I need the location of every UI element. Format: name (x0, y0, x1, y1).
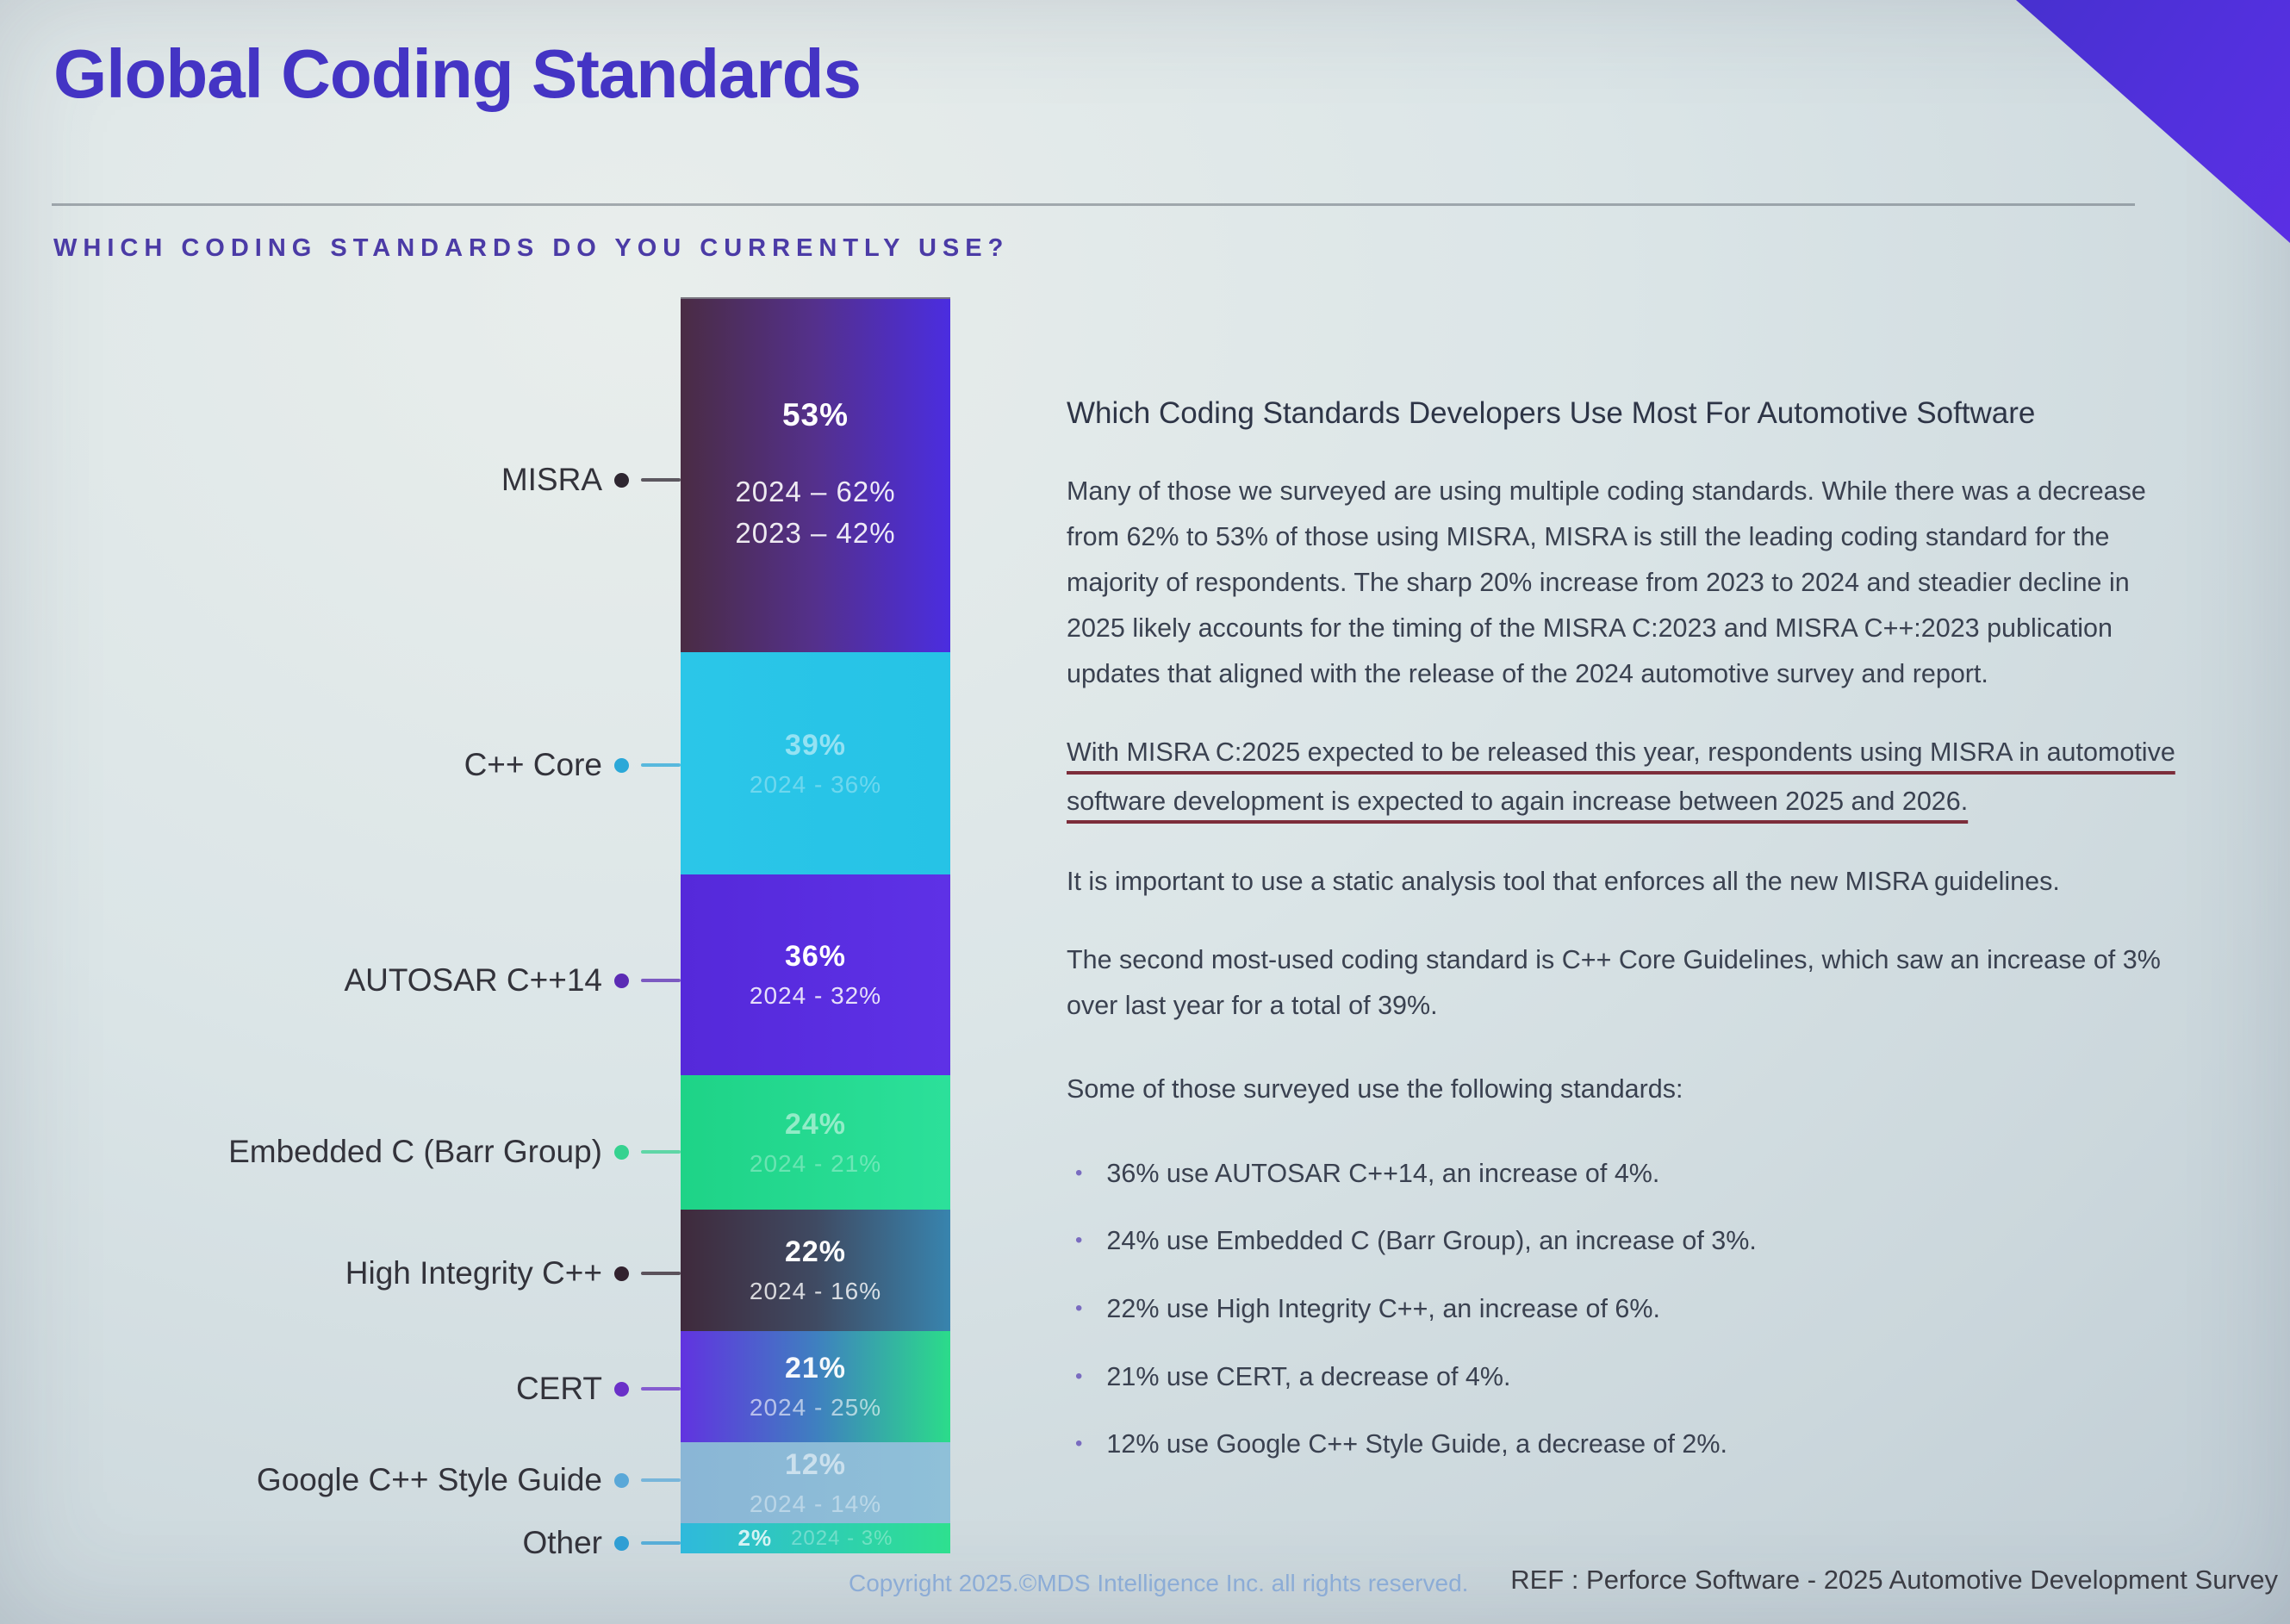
leader-line (641, 478, 681, 482)
segment-value: 21% (784, 1352, 847, 1384)
leader-line (641, 1272, 681, 1275)
footer-reference: REF : Perforce Software - 2025 Automotiv… (1510, 1565, 2278, 1595)
bullet-marker: • (1075, 1297, 1083, 1321)
bullet-text: 22% use High Integrity C++, an increase … (1106, 1294, 1660, 1324)
label-dot (614, 472, 629, 488)
bar-segment-autosar: 36% 2024 - 32% (681, 874, 950, 1075)
segment-prior-year-value: 2024 - 25% (749, 1394, 882, 1421)
category-label: Google C++ Style Guide (256, 1462, 602, 1497)
segment-prior-year-value: 2024 – 62% (735, 476, 896, 508)
category-label: Other (522, 1525, 602, 1560)
narrative-heading: Which Coding Standards Developers Use Mo… (1067, 396, 2036, 430)
label-dot (614, 973, 629, 988)
bar-segment-misra: 53% 2024 – 62% 2023 – 42% (681, 299, 950, 652)
bullet-item: • 22% use High Integrity C++, an increas… (1075, 1291, 2188, 1328)
bullet-item: • 21% use CERT, a decrease of 4%. (1075, 1359, 2188, 1396)
leader-line (641, 1478, 681, 1482)
corner-triangle-decoration (2016, 0, 2290, 243)
bullet-text: 24% use Embedded C (Barr Group), an incr… (1106, 1226, 1757, 1256)
category-label: CERT (515, 1371, 602, 1406)
category-label: Embedded C (Barr Group) (228, 1134, 602, 1169)
category-label-row-google-style: Google C++ Style Guide (0, 1461, 681, 1499)
category-label-row-other: Other (0, 1524, 681, 1562)
narrative-underlined-sentence: With MISRA C:2025 expected to be release… (1067, 737, 2175, 817)
segment-value: 12% (784, 1447, 847, 1481)
narrative-paragraph-2: It is important to use a static analysis… (1067, 866, 2060, 896)
bar-segment-cpp-core: 39% 2024 - 36% (681, 652, 950, 874)
label-dot (614, 1472, 629, 1488)
segment-prior-year-value: 2024 - 21% (749, 1149, 882, 1177)
segment-value: 39% (784, 728, 847, 762)
bar-segment-embedded-c: 24% 2024 - 21% (681, 1075, 950, 1210)
bullet-item: • 24% use Embedded C (Barr Group), an in… (1075, 1223, 2188, 1260)
label-dot (614, 1144, 629, 1160)
bullet-list: • 36% use AUTOSAR C++14, an increase of … (1067, 1155, 2188, 1463)
segment-prior-year-value: 2024 - 14% (749, 1490, 882, 1517)
bullet-item: • 36% use AUTOSAR C++14, an increase of … (1075, 1155, 2188, 1192)
stacked-bar: 53% 2024 – 62% 2023 – 42% 39% 2024 - 36%… (681, 297, 950, 1553)
segment-value: 53% (781, 397, 849, 433)
segment-prior-year-value: 2023 – 42% (735, 517, 896, 549)
label-dot (614, 1381, 629, 1397)
category-label-row-embedded-c: Embedded C (Barr Group) (0, 1133, 681, 1171)
bar-segment-cert: 21% 2024 - 25% (681, 1331, 950, 1442)
category-label: High Integrity C++ (345, 1255, 602, 1291)
bullet-marker: • (1075, 1160, 1083, 1185)
bar-segment-high-integrity: 22% 2024 - 16% (681, 1210, 950, 1331)
bullet-marker: • (1075, 1364, 1083, 1388)
label-dot (614, 757, 629, 773)
bullet-text: 21% use CERT, a decrease of 4%. (1106, 1361, 1511, 1391)
category-label-row-high-integrity: High Integrity C++ (0, 1254, 681, 1292)
bar-segment-other: 2% 2024 - 3% (681, 1523, 950, 1553)
category-label: MISRA (501, 462, 602, 497)
narrative-column: Which Coding Standards Developers Use Mo… (1067, 396, 2188, 1494)
narrative-paragraph-1: Many of those we surveyed are using mult… (1067, 476, 2146, 689)
segment-prior-year-value: 2024 - 3% (791, 1526, 893, 1550)
narrative-paragraph-3: The second most-used coding standard is … (1067, 944, 2161, 1020)
segment-prior-year-value: 2024 - 36% (749, 770, 882, 798)
page-title: Global Coding Standards (53, 35, 862, 112)
segment-prior-year-value: 2024 - 32% (749, 982, 882, 1009)
category-label: AUTOSAR C++14 (344, 962, 602, 998)
label-dot (614, 1266, 629, 1281)
leader-line (641, 763, 681, 767)
label-dot (614, 1535, 629, 1551)
leader-line (641, 1150, 681, 1154)
category-label-row-misra: MISRA (0, 461, 681, 499)
category-label-row-cert: CERT (0, 1370, 681, 1408)
leader-line (641, 1541, 681, 1545)
segment-value: 24% (784, 1107, 847, 1141)
category-label-row-autosar: AUTOSAR C++14 (0, 961, 681, 999)
segment-value: 2% (737, 1525, 773, 1551)
bullets-intro: Some of those surveyed use the following… (1067, 1073, 1683, 1104)
bullet-marker: • (1075, 1229, 1083, 1253)
bar-segment-google-style: 12% 2024 - 14% (681, 1442, 950, 1523)
category-label: C++ Core (464, 747, 602, 782)
category-label-row-cpp-core: C++ Core (0, 746, 681, 784)
segment-value: 22% (784, 1235, 847, 1268)
chart-question-heading: WHICH CODING STANDARDS DO YOU CURRENTLY … (53, 234, 1010, 262)
bullet-marker: • (1075, 1432, 1083, 1456)
footer-copyright: Copyright 2025.©MDS Intelligence Inc. al… (849, 1570, 1469, 1596)
bullet-text: 12% use Google C++ Style Guide, a decrea… (1106, 1429, 1727, 1459)
title-divider (52, 203, 2135, 206)
leader-line (641, 1387, 681, 1391)
segment-prior-year-value: 2024 - 16% (749, 1278, 882, 1304)
bullet-text: 36% use AUTOSAR C++14, an increase of 4%… (1106, 1158, 1660, 1188)
leader-line (641, 979, 681, 982)
bullet-item: • 12% use Google C++ Style Guide, a decr… (1075, 1426, 2188, 1463)
segment-value: 36% (784, 940, 847, 973)
